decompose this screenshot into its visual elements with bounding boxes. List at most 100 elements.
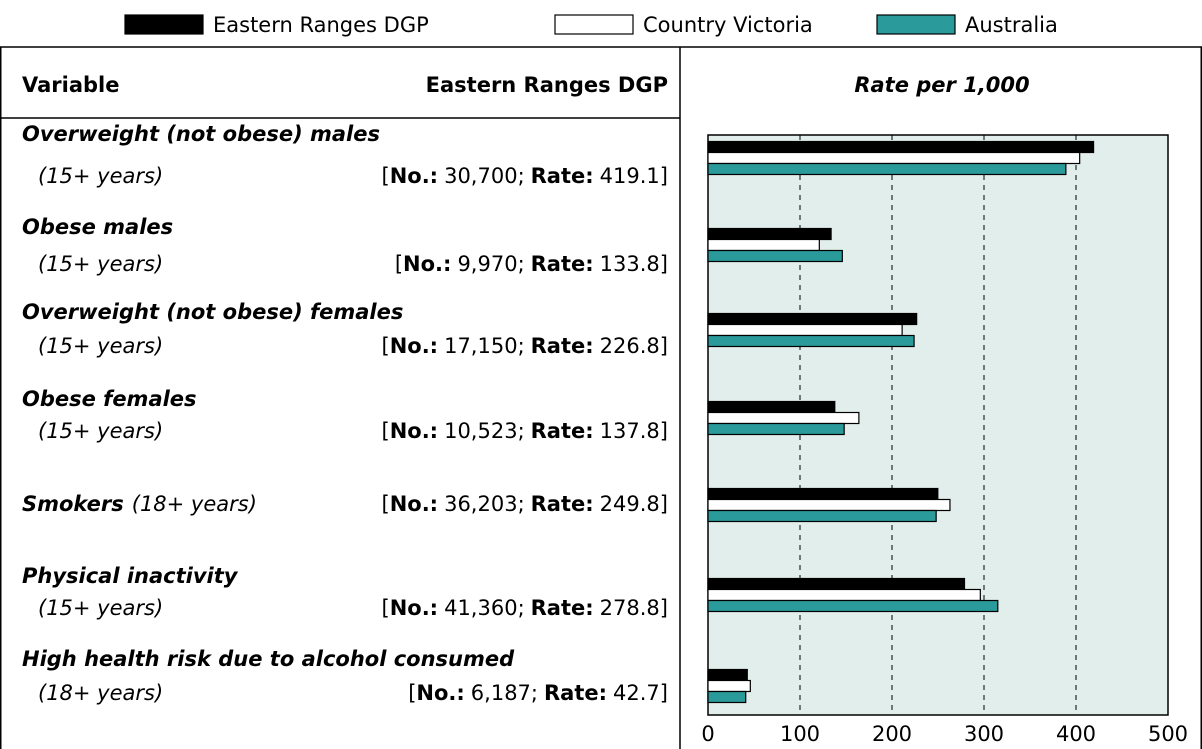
stat-part: Rate: bbox=[531, 419, 594, 443]
age-group: (15+ years) bbox=[38, 252, 163, 276]
column-header: Variable bbox=[22, 73, 119, 97]
bar bbox=[707, 323, 903, 337]
stat-line: [No.: 9,970; Rate: 133.8] bbox=[395, 252, 668, 276]
x-tick-label: 400 bbox=[1056, 722, 1096, 746]
stat-part: 226.8 bbox=[600, 334, 660, 358]
stat-part: ] bbox=[660, 419, 668, 443]
stat-part: 419.1 bbox=[600, 164, 660, 188]
stat-part: ] bbox=[660, 164, 668, 188]
stat-part: No.: bbox=[390, 334, 438, 358]
stat-line: [No.: 30,700; Rate: 419.1] bbox=[381, 164, 668, 188]
stat-part: No.: bbox=[390, 419, 438, 443]
stat-part: 41,360 bbox=[444, 596, 517, 620]
stat-part: Rate: bbox=[544, 681, 607, 705]
stat-part: 278.8 bbox=[600, 596, 660, 620]
stat-part: 9,970 bbox=[457, 252, 517, 276]
age-group: (15+ years) bbox=[38, 419, 163, 443]
stat-part: ; bbox=[518, 596, 525, 620]
bar bbox=[707, 227, 832, 241]
stat-part: No.: bbox=[390, 492, 438, 516]
stat-part: Rate: bbox=[531, 164, 594, 188]
bar bbox=[707, 599, 999, 613]
stat-part: 137.8 bbox=[600, 419, 660, 443]
stat-part: [ bbox=[395, 252, 403, 276]
stat-part: No.: bbox=[390, 596, 438, 620]
x-tick-label: 300 bbox=[964, 722, 1004, 746]
x-tick-label: 100 bbox=[780, 722, 820, 746]
legend-swatch bbox=[554, 14, 634, 35]
stat-part: [ bbox=[381, 334, 389, 358]
stat-line: [No.: 41,360; Rate: 278.8] bbox=[381, 596, 668, 620]
bar bbox=[707, 690, 747, 704]
stat-part: ] bbox=[660, 334, 668, 358]
stat-part: ; bbox=[518, 334, 525, 358]
stat-part: [ bbox=[381, 419, 389, 443]
stat-part: No.: bbox=[390, 164, 438, 188]
stat-part: 133.8 bbox=[600, 252, 660, 276]
stat-part: [ bbox=[381, 492, 389, 516]
stat-part: ; bbox=[531, 681, 538, 705]
bar bbox=[707, 140, 1095, 154]
variable-name: Physical inactivity bbox=[22, 564, 239, 588]
stat-part: ] bbox=[660, 252, 668, 276]
stat-part: ; bbox=[518, 419, 525, 443]
stat-part: 36,203 bbox=[444, 492, 517, 516]
stat-line: [No.: 10,523; Rate: 137.8] bbox=[381, 419, 668, 443]
bar bbox=[707, 487, 939, 501]
bar bbox=[707, 577, 966, 591]
stat-part: No.: bbox=[403, 252, 451, 276]
bar bbox=[707, 679, 751, 693]
stat-part: 6,187 bbox=[471, 681, 531, 705]
legend-label: Country Victoria bbox=[643, 13, 813, 37]
stat-part: ; bbox=[518, 252, 525, 276]
legend-swatch bbox=[124, 14, 204, 35]
bar bbox=[707, 334, 915, 348]
bar bbox=[707, 668, 748, 682]
age-group: (15+ years) bbox=[38, 334, 163, 358]
bar bbox=[707, 151, 1081, 165]
stat-part: [ bbox=[381, 164, 389, 188]
age-group: (18+ years) bbox=[132, 492, 257, 516]
legend-label: Eastern Ranges DGP bbox=[213, 13, 429, 37]
bar bbox=[707, 249, 843, 263]
x-tick-label: 0 bbox=[701, 722, 714, 746]
bar bbox=[707, 312, 918, 326]
bar bbox=[707, 400, 836, 414]
age-group: (15+ years) bbox=[38, 596, 163, 620]
age-group: (15+ years) bbox=[38, 164, 163, 188]
stat-part: [ bbox=[381, 596, 389, 620]
variable-name: Overweight (not obese) females bbox=[22, 300, 403, 324]
bar bbox=[707, 588, 981, 602]
variable-name: Obese males bbox=[22, 215, 173, 239]
bar bbox=[707, 422, 845, 436]
chart-title: Rate per 1,000 bbox=[854, 73, 1029, 97]
stat-part: 42.7 bbox=[613, 681, 660, 705]
stat-line: [No.: 36,203; Rate: 249.8] bbox=[381, 492, 668, 516]
bar bbox=[707, 162, 1067, 176]
stat-part: Rate: bbox=[531, 596, 594, 620]
variable-name: Overweight (not obese) males bbox=[22, 122, 380, 146]
legend-label: Australia bbox=[965, 13, 1058, 37]
stat-part: ; bbox=[518, 492, 525, 516]
column-header: Eastern Ranges DGP bbox=[426, 73, 668, 97]
stat-part: 249.8 bbox=[600, 492, 660, 516]
x-tick-label: 500 bbox=[1148, 722, 1188, 746]
stat-line: [No.: 6,187; Rate: 42.7] bbox=[408, 681, 668, 705]
stat-part: Rate: bbox=[531, 252, 594, 276]
stat-part: 30,700 bbox=[444, 164, 517, 188]
bar bbox=[707, 498, 951, 512]
stat-part: 17,150 bbox=[444, 334, 517, 358]
age-group: (18+ years) bbox=[38, 681, 163, 705]
stat-part: 10,523 bbox=[444, 419, 517, 443]
table-frame bbox=[0, 46, 1202, 749]
stat-part: No.: bbox=[416, 681, 464, 705]
stat-part: [ bbox=[408, 681, 416, 705]
stat-part: ] bbox=[660, 492, 668, 516]
stat-part: Rate: bbox=[531, 334, 594, 358]
bar bbox=[707, 238, 820, 252]
bar bbox=[707, 411, 860, 425]
stat-part: ] bbox=[660, 681, 668, 705]
x-tick-label: 200 bbox=[872, 722, 912, 746]
variable-name: High health risk due to alcohol consumed bbox=[22, 647, 515, 671]
